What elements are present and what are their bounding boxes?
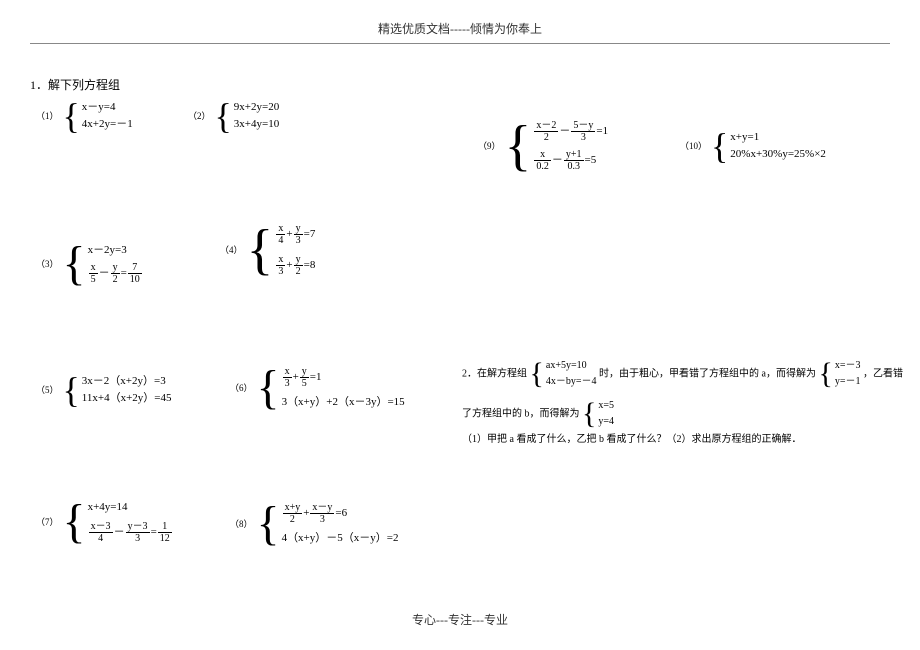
brace-icon: { (63, 98, 80, 134)
problem-2: （2） { 9x+2y=20 3x+4y=10 (188, 98, 279, 134)
p1-label: （1） (36, 110, 59, 123)
p10-eq2: 20%x+30%y=25%×2 (730, 147, 826, 162)
brace-icon: { (63, 498, 86, 546)
brace-icon: { (247, 222, 274, 278)
inline-system-3: { x=5 y=4 (582, 398, 614, 430)
p4-label: （4） (220, 244, 243, 257)
p9-eq1: x－22－5－y3=1 (533, 120, 608, 143)
p8-eq1: x+y2+x－y3=6 (282, 502, 399, 525)
problem-8: （8） { x+y2+x－y3=6 4（x+y）－5（x－y）=2 (230, 500, 398, 548)
p3-eq2: x5－y2=710 (88, 262, 143, 285)
problem-2-line3: （1）甲把 a 看成了什么，乙把 b 看成了什么？（2）求出原方程组的正确解． (462, 432, 801, 448)
problem-1: （1） { x－y=4 4x+2y=－1 (36, 98, 133, 134)
p1-eq1: x－y=4 (82, 100, 133, 115)
p7-label: （7） (36, 516, 59, 529)
problem-5: （5） { 3x－2（x+2y）=3 11x+4（x+2y）=45 (36, 372, 172, 408)
brace-icon: { (215, 98, 232, 134)
p3-eq1: x－2y=3 (88, 243, 143, 258)
page-header: 精选优质文档-----倾情为你奉上 (0, 0, 920, 37)
brace-icon: { (63, 372, 80, 408)
p4-eq1: x4+y3=7 (275, 223, 315, 246)
header-rule (30, 43, 890, 44)
problem-6: （6） { x3+y5=1 3（x+y）+2（x－3y）=15 (230, 364, 405, 412)
problem-10: （10） { x+y=1 20%x+30%y=25%×2 (680, 128, 826, 164)
brace-icon: { (505, 118, 532, 174)
p5-eq2: 11x+4（x+2y）=45 (82, 391, 172, 406)
page-footer: 专心---专注---专业 (0, 611, 920, 628)
p9-label: （9） (478, 140, 501, 153)
problem-3: （3） { x－2y=3 x5－y2=710 (36, 240, 143, 288)
p2-eq1: 9x+2y=20 (234, 100, 279, 115)
p3-label: （3） (36, 258, 59, 271)
brace-icon: { (257, 500, 280, 548)
problem-2-line2: 了方程组中的 b，而得解为 { x=5 y=4 (462, 398, 614, 430)
inline-system-1: { ax+5y=10 4x－by=－4 (530, 358, 597, 390)
p6-label: （6） (230, 382, 253, 395)
p7-eq1: x+4y=14 (88, 500, 173, 515)
problem-9: （9） { x－22－5－y3=1 x0.2－y+10.3=5 (478, 118, 608, 174)
p2-label: （2） (188, 110, 211, 123)
p1-eq2: 4x+2y=－1 (82, 117, 133, 132)
brace-icon: { (711, 128, 728, 164)
problem-4: （4） { x4+y3=7 x3+y2=8 (220, 222, 315, 278)
brace-icon: { (63, 240, 86, 288)
inline-system-2: { x=－3 y=－1 (819, 358, 861, 390)
p5-eq1: 3x－2（x+2y）=3 (82, 374, 172, 389)
p9-eq2: x0.2－y+10.3=5 (533, 149, 608, 172)
problem-2-line1: 2．在解方程组 { ax+5y=10 4x－by=－4 时，由于粗心，甲看错了方… (462, 358, 912, 390)
p6-eq2: 3（x+y）+2（x－3y）=15 (282, 395, 405, 410)
problem-7: （7） { x+4y=14 x－34－y－33=112 (36, 498, 173, 546)
p6-eq1: x3+y5=1 (282, 366, 405, 389)
p4-eq2: x3+y2=8 (275, 254, 315, 277)
p10-eq1: x+y=1 (730, 130, 826, 145)
p7-eq2: x－34－y－33=112 (88, 521, 173, 544)
p5-label: （5） (36, 384, 59, 397)
p2-eq2: 3x+4y=10 (234, 117, 279, 132)
brace-icon: { (257, 364, 280, 412)
p10-label: （10） (680, 140, 707, 153)
section-title: 1．解下列方程组 (30, 76, 120, 93)
p8-eq2: 4（x+y）－5（x－y）=2 (282, 531, 399, 546)
p8-label: （8） (230, 518, 253, 531)
